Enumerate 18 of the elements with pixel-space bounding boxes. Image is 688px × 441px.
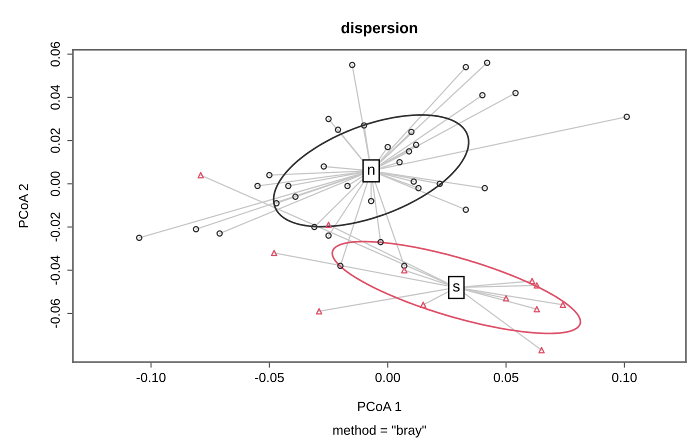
annotation: s xyxy=(452,283,460,292)
y-tick-label: 0.06 xyxy=(50,42,60,66)
chart-title: dispersion xyxy=(341,22,418,36)
y-tick-label: -0.04 xyxy=(50,256,60,285)
x-tick-label: 0.10 xyxy=(612,372,637,382)
y-axis-title: PCoA 2 xyxy=(18,184,28,228)
x-tick-label: 0.05 xyxy=(494,372,518,382)
y-tick-label: 0.02 xyxy=(50,128,60,153)
x-tick-label: -0.10 xyxy=(136,372,166,382)
y-tick-label: 0.00 xyxy=(50,171,60,196)
x-tick-label: -0.05 xyxy=(254,372,284,382)
y-tick-label: -0.06 xyxy=(50,298,60,328)
y-tick-label: -0.02 xyxy=(50,212,60,242)
y-tick-label: 0.04 xyxy=(50,84,60,110)
annotation: n xyxy=(368,166,374,175)
x-axis-title: PCoA 1 xyxy=(358,402,402,412)
x-tick-label: 0.00 xyxy=(375,372,400,382)
text: method = "bray" xyxy=(333,425,426,438)
